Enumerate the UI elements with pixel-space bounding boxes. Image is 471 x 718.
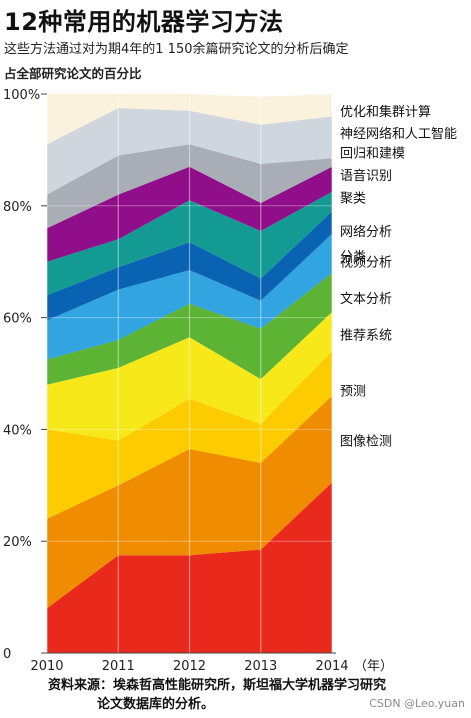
y-tick-label: 20%: [3, 535, 32, 550]
source-line-1: 资料来源：埃森哲高性能研究所，斯坦福大学机器学习研究: [48, 678, 387, 693]
x-tick-label: 2013: [244, 659, 277, 674]
area-series-11: [47, 108, 332, 195]
source-note: 资料来源：埃森哲高性能研究所，斯坦福大学机器学习研究 论文数据库的分析。: [48, 676, 386, 714]
y-tick-label: 0: [3, 647, 11, 662]
stacked-area-chart: 0 20% 40% 60% 80% 100% 2010 2011 2012 2013 2014 （年…: [3, 88, 457, 674]
series-label: 神经网络和人工智能: [340, 126, 457, 142]
series-label: 优化和集群计算: [340, 104, 431, 120]
gridlines: [41, 94, 336, 654]
x-tick-label: 2014: [315, 659, 348, 674]
x-tick-label: 2011: [102, 659, 135, 674]
y-axis-ticks: 0 20% 40% 60% 80% 100%: [3, 88, 47, 662]
series-label: 图像检测: [340, 435, 392, 450]
area-series-10: [47, 144, 332, 229]
y-axis-caption: 占全部研究论文的百分比: [4, 66, 142, 81]
source-line-2: 论文数据库的分析。: [97, 697, 215, 712]
series-label: 聚类: [340, 191, 366, 206]
y-tick-label: 80%: [3, 200, 32, 215]
area-series-5: [47, 272, 332, 385]
area-series-4: [47, 312, 332, 441]
y-tick-label: 100%: [3, 88, 40, 103]
area-series-6: [47, 233, 332, 360]
watermark: CSDN @Leo.yuan: [369, 697, 465, 710]
area-series-9: [47, 166, 332, 262]
area-series-8: [47, 191, 332, 296]
area-layers: [47, 94, 332, 653]
x-tick-label: 2012: [173, 659, 206, 674]
chart-title: 12种常用的机器学习方法: [4, 8, 284, 36]
series-label: 文本分析: [340, 292, 392, 307]
area-series-7: [47, 211, 332, 321]
x-axis-unit: （年）: [354, 659, 393, 674]
y-tick-label: 40%: [3, 423, 32, 438]
area-series-3: [47, 351, 332, 519]
area-series-12: [47, 94, 332, 145]
series-label: 回归和建模: [340, 147, 405, 162]
series-label: 推荐系统: [340, 328, 392, 343]
series-label: 预测: [340, 384, 366, 399]
area-series-2: [47, 395, 332, 609]
area-series-1: [47, 482, 332, 653]
x-tick-label: 2010: [30, 659, 63, 674]
series-label: 网络分析: [340, 224, 392, 240]
series-label: 语音识别: [340, 168, 392, 184]
series-label: 视频分析: [340, 256, 392, 271]
x-axis-ticks: 2010 2011 2012 2013 2014 （年）: [30, 659, 393, 674]
chart-subtitle: 这些方法通过对为期4年的1 150余篇研究论文的分析后确定: [4, 42, 349, 57]
y-tick-label: 60%: [3, 312, 32, 327]
series-label: 分类: [340, 250, 366, 265]
